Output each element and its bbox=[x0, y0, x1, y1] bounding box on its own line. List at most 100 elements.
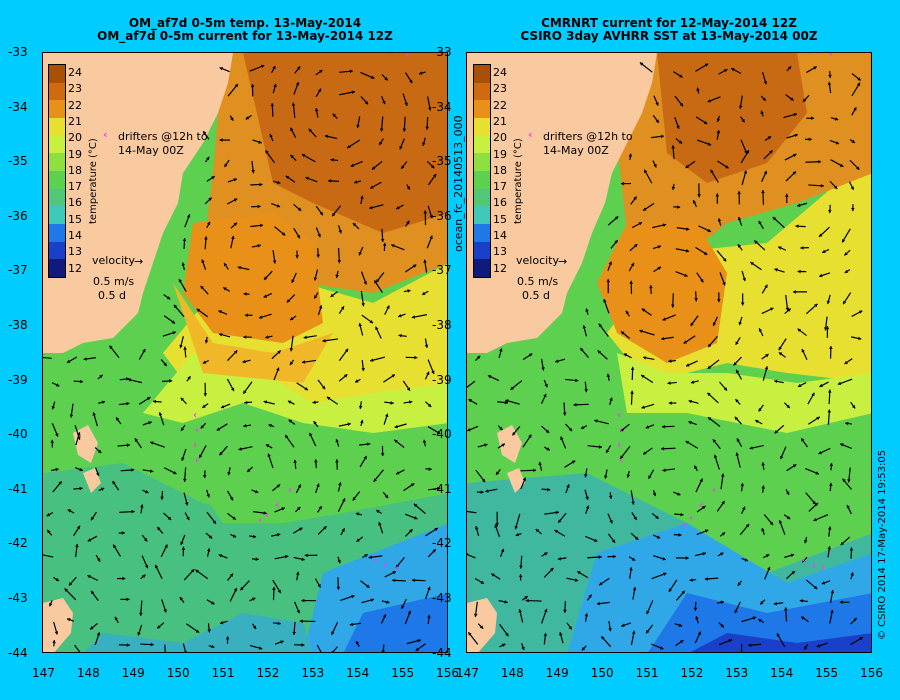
velocity-arrow-head bbox=[140, 504, 144, 508]
colorbar-segment bbox=[474, 259, 490, 278]
velocity-arrow-head bbox=[608, 627, 612, 632]
velocity-arrow-head bbox=[142, 349, 146, 353]
velocity-arrow-head bbox=[219, 138, 223, 142]
velocity-arrow-head bbox=[631, 630, 636, 635]
velocity-arrow-head bbox=[575, 378, 579, 383]
velocity-arrow-head bbox=[238, 447, 242, 451]
colorbar-segment bbox=[474, 82, 490, 101]
velocity-arrow-head bbox=[671, 304, 675, 308]
velocity-arrow-head bbox=[290, 127, 294, 132]
left-colorbar-title: temperature (°C) bbox=[88, 138, 99, 224]
velocity-arrow-head bbox=[224, 262, 228, 267]
velocity-arrow-head bbox=[179, 597, 184, 601]
velocity-arrow-head bbox=[543, 393, 547, 398]
velocity-arrow-head bbox=[844, 252, 848, 256]
velocity-arrow-head bbox=[308, 128, 313, 133]
velocity-arrow-head bbox=[309, 432, 313, 437]
velocity-arrow-head bbox=[804, 539, 808, 544]
velocity-arrow-head bbox=[555, 359, 559, 363]
velocity-arrow-head bbox=[328, 179, 332, 183]
velocity-arrow-head bbox=[202, 360, 207, 364]
velocity-arrow bbox=[164, 644, 166, 652]
velocity-arrow-head bbox=[760, 601, 764, 605]
velocity-arrow-head bbox=[633, 516, 637, 520]
velocity-arrow-head bbox=[126, 377, 130, 381]
velocity-arrow-head bbox=[704, 63, 709, 67]
velocity-arrow-head bbox=[112, 481, 116, 485]
drifter-marker-icon: ‹ bbox=[195, 425, 199, 436]
velocity-arrow-head bbox=[265, 150, 269, 154]
velocity-arrow-head bbox=[767, 566, 771, 571]
left-colorbar: 24 23 22 21 20 19 18 17 16 15 14 13 12 temperature (… bbox=[48, 64, 128, 284]
velocity-arrow-head bbox=[844, 269, 849, 273]
velocity-arrow-head bbox=[137, 632, 141, 636]
velocity-arrow-head bbox=[744, 558, 748, 562]
velocity-arrow-head bbox=[742, 506, 746, 511]
colorbar-tick-label: 12 bbox=[493, 261, 507, 275]
velocity-arrow-head bbox=[204, 236, 208, 240]
velocity-arrow-head bbox=[859, 637, 863, 641]
velocity-arrow-head bbox=[414, 516, 418, 520]
velocity-arrow-head bbox=[778, 346, 782, 351]
velocity-arrow-head bbox=[830, 589, 835, 594]
velocity-arrow-head bbox=[163, 362, 167, 366]
small-island bbox=[83, 468, 101, 493]
velocity-arrow-head bbox=[398, 313, 402, 318]
colorbar-tick-label: 23 bbox=[493, 82, 507, 96]
velocity-arrow-head bbox=[686, 363, 690, 367]
velocity-arrow-head bbox=[257, 244, 261, 248]
colorbar-tick-label: 12 bbox=[68, 261, 82, 275]
velocity-arrow-head bbox=[843, 300, 847, 305]
velocity-arrow-head bbox=[584, 389, 588, 393]
velocity-arrow-head bbox=[234, 83, 238, 88]
velocity-arrow bbox=[467, 380, 476, 388]
velocity-arrow-head bbox=[571, 460, 576, 464]
velocity-arrow-head bbox=[360, 419, 364, 424]
velocity-arrow-head bbox=[406, 387, 410, 391]
velocity-arrow-head bbox=[501, 443, 505, 447]
velocity-arrow-head bbox=[743, 170, 748, 174]
velocity-arrow-head bbox=[847, 479, 851, 483]
velocity-arrow-head bbox=[519, 565, 523, 569]
colorbar-tick-label: 24 bbox=[68, 66, 82, 79]
x-tick-label: 151 bbox=[635, 666, 659, 680]
velocity-arrow-head bbox=[231, 235, 235, 240]
velocity-arrow-head bbox=[411, 315, 416, 319]
velocity-arrow-head bbox=[828, 210, 832, 214]
colorbar-segment bbox=[49, 224, 65, 243]
velocity-arrow-head bbox=[801, 348, 805, 353]
velocity-arrow-head bbox=[620, 455, 624, 459]
velocity-arrow-head bbox=[813, 517, 817, 522]
velocity-arrow-head bbox=[538, 461, 542, 466]
velocity-arrow-head bbox=[337, 559, 341, 564]
velocity-arrow-head bbox=[97, 449, 102, 453]
velocity-arrow-head bbox=[288, 419, 293, 423]
velocity-arrow-head bbox=[707, 142, 712, 146]
velocity-arrow-head bbox=[662, 223, 667, 227]
velocity-arrow-head bbox=[736, 369, 740, 374]
velocity-arrow-head bbox=[821, 581, 826, 585]
velocity-arrow-head bbox=[780, 455, 784, 460]
velocity-arrow-head bbox=[276, 484, 281, 488]
velocity-arrow-head bbox=[66, 359, 71, 363]
velocity-arrow-head bbox=[799, 599, 804, 603]
right-drifter-icon: ‹ bbox=[528, 128, 533, 141]
colorbar-segment bbox=[49, 118, 65, 137]
velocity-arrow-head bbox=[90, 626, 94, 630]
velocity-arrow-head bbox=[716, 130, 721, 134]
velocity-arrow-head bbox=[354, 180, 358, 184]
velocity-arrow-head bbox=[200, 425, 205, 429]
left-map-panel: ‹‹‹‹‹‹‹‹‹‹‹‹‹‹ bbox=[42, 52, 448, 653]
velocity-arrow-head bbox=[432, 549, 436, 553]
velocity-arrow-head bbox=[787, 308, 791, 312]
y-tick-label: -41 bbox=[432, 481, 452, 496]
velocity-arrow-head bbox=[778, 352, 783, 356]
velocity-arrow-head bbox=[681, 590, 685, 595]
velocity-arrow-head bbox=[792, 290, 796, 294]
velocity-arrow-head bbox=[639, 62, 644, 66]
velocity-arrow-head bbox=[580, 347, 584, 352]
velocity-arrow-head bbox=[338, 229, 342, 234]
velocity-arrow-head bbox=[166, 296, 171, 300]
velocity-arrow-head bbox=[437, 486, 441, 491]
velocity-arrow-head bbox=[268, 424, 272, 428]
